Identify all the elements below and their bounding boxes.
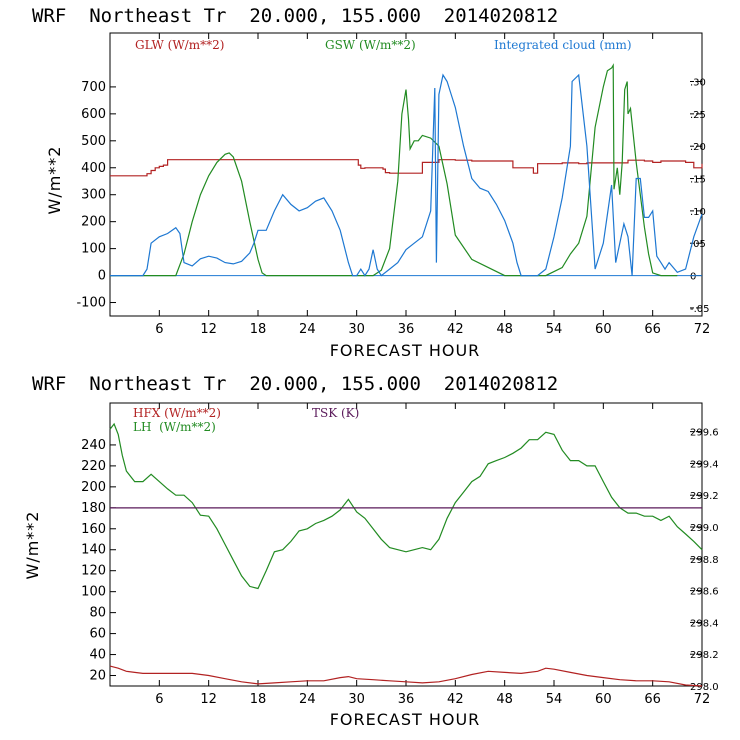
panel2-ylabel: W/m**2 [23, 511, 42, 580]
y2-tick-label: .10 [690, 207, 706, 218]
panel2-legend-lh: LH (W/m**2) [133, 420, 216, 434]
y-tick-label: 180 [81, 501, 106, 516]
y2-tick-label: .25 [690, 110, 706, 121]
panel1-ylabel: W/m**2 [45, 146, 64, 215]
y-tick-label: 400 [81, 161, 106, 176]
x-tick-label: 66 [644, 692, 661, 707]
panel2-legend-tsk: TSK (K) [312, 406, 359, 420]
x-tick-label: 66 [644, 322, 661, 337]
y-tick-label: 200 [81, 480, 106, 495]
x-tick-label: 30 [348, 322, 365, 337]
plot-frame [109, 402, 703, 687]
x-tick-label: 18 [250, 322, 267, 337]
x-tick-label: 36 [398, 692, 415, 707]
x-tick-label: 30 [348, 692, 365, 707]
series-line [109, 422, 703, 590]
x-tick-label: 42 [447, 322, 464, 337]
y-tick-label: 200 [81, 215, 106, 230]
x-tick-label: 12 [200, 692, 217, 707]
y2-tick-label: .05 [690, 239, 706, 250]
x-tick-label: 24 [299, 692, 316, 707]
panel1-xlabel: FORECAST HOUR [330, 341, 481, 360]
y2-tick-label: 299.0 [690, 523, 719, 534]
y-tick-label: 100 [81, 242, 106, 257]
y-tick-label: 40 [89, 648, 106, 663]
y-tick-label: 240 [81, 438, 106, 453]
y2-tick-label: 299.4 [690, 459, 719, 470]
panel1-plot: 6 12 18 24 30 36 42 48 54 60 66 72 -100 0 100 200 300 400… [76, 32, 711, 337]
x-tick-label: 48 [496, 322, 513, 337]
y2-tick-label: .20 [690, 142, 706, 153]
panel1-legend-cloud: Integrated cloud (mm) [494, 38, 632, 52]
y2-tick-label: 299.6 [690, 428, 719, 439]
y2-tick-label: 298.0 [690, 682, 719, 693]
x-tick-label: 18 [250, 692, 267, 707]
series-line [109, 665, 703, 687]
y2-tick-label: 298.6 [690, 587, 719, 598]
y2-tick-label: 298.2 [690, 650, 719, 661]
panel1-legend-glw: GLW (W/m**2) [135, 38, 224, 52]
x-tick-label: 54 [546, 322, 563, 337]
series-line [110, 73, 703, 277]
series-line [110, 159, 703, 177]
x-tick-label: 42 [447, 692, 464, 707]
y-tick-label: 60 [89, 627, 106, 642]
x-tick-label: 60 [595, 692, 612, 707]
y2-tick-label: 298.4 [690, 618, 719, 629]
panel2-plot: 6 12 18 24 30 36 42 48 54 60 66 72 20 40 60 80 100 120 140… [81, 402, 719, 707]
y-tick-label: 600 [81, 107, 106, 122]
y2-tick-label: .30 [690, 78, 706, 89]
x-tick-label: 6 [155, 322, 163, 337]
y-tick-label: -100 [76, 296, 106, 311]
x-tick-label: 24 [299, 322, 316, 337]
y2-tick-label: 298.8 [690, 555, 719, 566]
y-tick-label: 20 [89, 669, 106, 684]
x-tick-label: 48 [496, 692, 513, 707]
y-tick-label: 120 [81, 564, 106, 579]
x-tick-label: 6 [155, 692, 163, 707]
y-tick-label: 500 [81, 134, 106, 149]
panel2-title: WRF Northeast Tr 20.000, 155.000 2014020… [32, 373, 558, 395]
x-tick-label: 54 [546, 692, 563, 707]
y2-tick-label: 299.2 [690, 491, 719, 502]
y-tick-label: 100 [81, 585, 106, 600]
x-tick-label: 72 [694, 692, 711, 707]
y-tick-label: 220 [81, 459, 106, 474]
panel2-legend-hfx: HFX (W/m**2) [133, 406, 221, 420]
panel1-legend-gsw: GSW (W/m**2) [325, 38, 416, 52]
y-tick-label: 0 [98, 269, 106, 284]
x-tick-label: 36 [398, 322, 415, 337]
panel1-title: WRF Northeast Tr 20.000, 155.000 2014020… [32, 5, 558, 27]
y2-tick-label: 0 [690, 272, 696, 283]
x-tick-label: 72 [694, 322, 711, 337]
y-tick-label: 700 [81, 80, 106, 95]
x-tick-label: 60 [595, 322, 612, 337]
y-tick-label: 140 [81, 543, 106, 558]
y-tick-label: 160 [81, 522, 106, 537]
y2-tick-label: -.05 [690, 304, 710, 315]
series-line [110, 63, 678, 277]
panel2-xlabel: FORECAST HOUR [330, 710, 481, 729]
y-tick-label: 80 [89, 606, 106, 621]
y2-tick-label: .15 [690, 175, 706, 186]
x-tick-label: 12 [200, 322, 217, 337]
y-tick-label: 300 [81, 188, 106, 203]
